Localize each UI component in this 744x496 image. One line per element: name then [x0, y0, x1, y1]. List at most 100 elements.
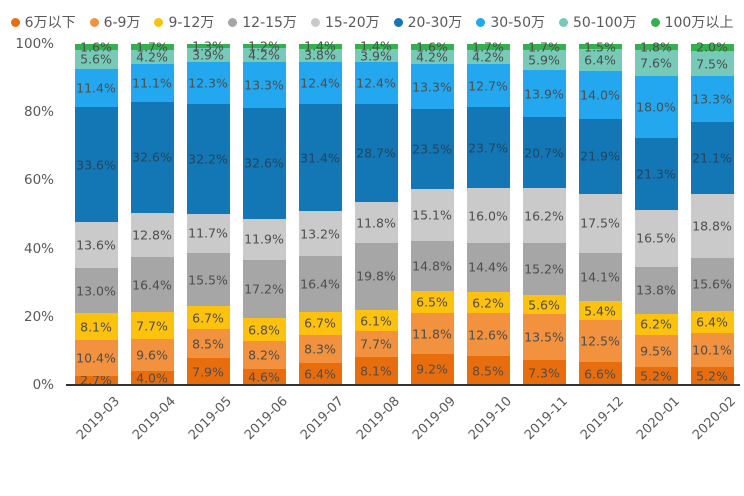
- segment-value-label: 15.5%: [188, 272, 228, 288]
- segment-value-label: 14.8%: [412, 258, 452, 274]
- segment-100万以上: 1.4%: [354, 39, 398, 54]
- segment-30-50万: 13.3%: [242, 62, 286, 108]
- segment-6万以下: 6.4%: [298, 363, 342, 385]
- legend-item-100万以上[interactable]: 100万以上: [650, 12, 734, 32]
- stacked-bar: 2.7% 10.4% 8.1% 13.0% 13.6% 33.6% 11.4% 5.6% 1.6…: [74, 39, 118, 388]
- segment-15-20万: 16.2%: [522, 187, 566, 244]
- segment-value-label: 7.3%: [528, 365, 560, 381]
- segment-9-12万: 5.6%: [522, 295, 566, 315]
- segment-15-20万: 13.6%: [74, 222, 118, 269]
- segment-value-label: 33.6%: [76, 157, 116, 173]
- segment-15-20万: 11.7%: [186, 213, 230, 254]
- segment-value-label: 3.9%: [360, 48, 392, 63]
- segment-50-100万: 6.4%: [578, 49, 622, 72]
- segment-value-label: 21.1%: [692, 150, 732, 166]
- x-tick-label: 2019-06: [241, 394, 291, 444]
- segment-15-20万: 11.8%: [354, 202, 398, 243]
- segment-9-12万: 6.1%: [354, 310, 398, 332]
- segment-value-label: 16.0%: [468, 208, 508, 224]
- x-tick-label: 2019-07: [297, 394, 347, 444]
- y-tick-label: 20%: [23, 308, 54, 325]
- legend-label: 20-30万: [407, 15, 463, 31]
- segment-50-100万: 4.2%: [410, 49, 454, 64]
- legend-item-12-15万[interactable]: 12-15万: [228, 12, 297, 32]
- segment-15-20万: 16.0%: [466, 188, 510, 243]
- legend-item-15-20万[interactable]: 15-20万: [310, 12, 380, 32]
- segment-20-30万: 21.3%: [634, 137, 678, 211]
- segment-20-30万: 33.6%: [74, 107, 118, 223]
- segment-value-label: 11.8%: [356, 215, 396, 231]
- segment-value-label: 6.6%: [584, 366, 616, 382]
- x-tick-label: 2019-12: [577, 394, 627, 444]
- segment-6-9万: 7.7%: [354, 331, 398, 358]
- legend-label: 100万以上: [664, 15, 734, 31]
- segment-value-label: 6.7%: [192, 310, 224, 326]
- segment-9-12万: 6.4%: [690, 311, 734, 333]
- bar-columns: 2.7% 10.4% 8.1% 13.0% 13.6% 33.6% 11.4% 5.6% 1.6…: [68, 39, 740, 443]
- segment-6万以下: 7.9%: [186, 358, 230, 385]
- segment-value-label: 15.2%: [524, 261, 564, 277]
- legend-item-30-50万[interactable]: 30-50万: [476, 12, 545, 32]
- segment-value-label: 13.6%: [76, 237, 116, 253]
- segment-12-15万: 13.0%: [74, 268, 118, 313]
- segment-9-12万: 5.4%: [578, 301, 622, 320]
- segment-value-label: 13.5%: [524, 329, 564, 345]
- segment-6万以下: 6.6%: [578, 362, 622, 385]
- segment-20-30万: 23.5%: [410, 109, 454, 190]
- stacked-bar: 7.3% 13.5% 5.6% 15.2% 16.2% 20.7% 13.9% 5.9% 1.7…: [522, 39, 566, 385]
- segment-value-label: 6.5%: [416, 294, 448, 310]
- segment-30-50万: 11.1%: [130, 64, 174, 102]
- segment-12-15万: 14.4%: [466, 242, 510, 292]
- segment-6万以下: 4.6%: [242, 369, 286, 385]
- segment-6-9万: 12.6%: [466, 313, 510, 357]
- legend-item-6-9万[interactable]: 6-9万: [89, 12, 140, 32]
- segment-value-label: 32.6%: [244, 155, 284, 171]
- segment-value-label: 6.1%: [360, 313, 392, 329]
- x-tick-label: 2020-02: [689, 394, 739, 444]
- segment-20-30万: 21.1%: [690, 121, 734, 194]
- segment-15-20万: 12.8%: [130, 213, 174, 257]
- segment-value-label: 12.5%: [580, 333, 620, 349]
- segment-value-label: 31.4%: [300, 150, 340, 166]
- legend-marker-icon: [310, 17, 320, 27]
- segment-6万以下: 5.2%: [634, 367, 678, 385]
- segment-12-15万: 15.6%: [690, 257, 734, 312]
- stacked-bar: 5.2% 9.5% 6.2% 13.8% 16.5% 21.3% 18.0% 7.6% 1.8%: [634, 40, 678, 385]
- legend-label: 12-15万: [242, 15, 297, 31]
- segment-value-label: 6.4%: [304, 366, 336, 382]
- segment-20-30万: 20.7%: [522, 117, 566, 188]
- segment-value-label: 8.1%: [360, 363, 392, 379]
- segment-100万以上: 1.3%: [186, 39, 230, 54]
- stacked-bar: 8.1% 7.7% 6.1% 19.8% 11.8% 28.7% 12.4% 3.9% 1.4%: [354, 39, 398, 385]
- segment-100万以上: 1.8%: [634, 40, 678, 55]
- segment-30-50万: 11.4%: [74, 68, 118, 108]
- bar-column-2020-01: 5.2% 9.5% 6.2% 13.8% 16.5% 21.3% 18.0% 7.6% 1.8%…: [628, 40, 684, 443]
- segment-value-label: 16.2%: [524, 208, 564, 224]
- legend-label: 6万以下: [24, 15, 76, 31]
- segment-15-20万: 17.5%: [578, 193, 622, 254]
- legend-item-50-100万[interactable]: 50-100万: [559, 12, 637, 32]
- segment-30-50万: 18.0%: [634, 76, 678, 138]
- legend-item-20-30万[interactable]: 20-30万: [393, 12, 463, 32]
- segment-value-label: 11.4%: [76, 80, 116, 96]
- segment-9-12万: 6.2%: [634, 313, 678, 335]
- segment-value-label: 16.4%: [132, 277, 172, 293]
- legend-item-6万以下[interactable]: 6万以下: [10, 12, 76, 32]
- segment-50-100万: 4.2%: [466, 50, 510, 65]
- legend-marker-icon: [89, 17, 99, 27]
- segment-12-15万: 16.4%: [130, 256, 174, 313]
- segment-value-label: 32.2%: [188, 151, 228, 167]
- legend: 6万以下 6-9万 9-12万 12-15万 15-20万 20-30万 30-50万 50-…: [0, 12, 744, 32]
- segment-value-label: 18.0%: [636, 99, 676, 115]
- segment-value-label: 7.9%: [192, 364, 224, 380]
- segment-100万以上: 1.7%: [466, 39, 510, 54]
- segment-30-50万: 13.3%: [690, 76, 734, 122]
- segment-value-label: 6.4%: [696, 314, 728, 330]
- segment-50-100万: 7.5%: [690, 50, 734, 77]
- segment-value-label: 11.8%: [412, 326, 452, 342]
- segment-value-label: 12.3%: [188, 75, 228, 91]
- segment-value-label: 16.5%: [636, 230, 676, 246]
- segment-6万以下: 7.3%: [522, 360, 566, 385]
- legend-item-9-12万[interactable]: 9-12万: [154, 12, 214, 32]
- y-tick-label: 0%: [32, 377, 54, 393]
